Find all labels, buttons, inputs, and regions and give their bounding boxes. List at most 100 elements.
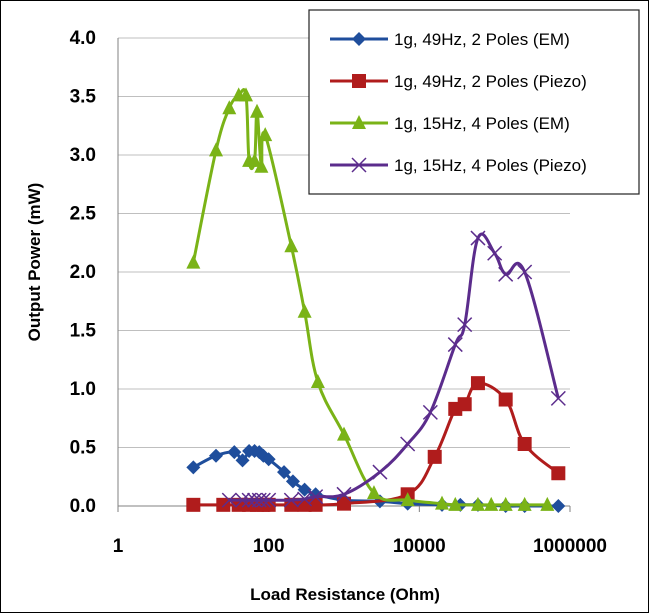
- data-point-stroke: [351, 157, 367, 173]
- data-point: [249, 103, 264, 118]
- data-point: [247, 152, 262, 167]
- data-point-stroke: [457, 317, 473, 333]
- data-point: [517, 264, 533, 280]
- data-point: [308, 489, 324, 505]
- series-layer: [186, 87, 566, 513]
- data-point: [351, 157, 367, 173]
- data-point: [337, 496, 351, 511]
- data-point: [448, 496, 463, 511]
- data-point: [484, 496, 499, 511]
- data-point: [400, 436, 416, 452]
- data-point: [235, 492, 251, 508]
- data-point: [186, 460, 201, 475]
- data-point: [457, 397, 472, 412]
- data-point-stroke: [470, 230, 486, 246]
- y-tick-label: 0.5: [70, 438, 97, 459]
- data-point: [551, 466, 566, 481]
- data-point: [498, 496, 513, 511]
- y-tick-label: 1.0: [70, 379, 96, 400]
- data-point-stroke: [400, 436, 416, 452]
- data-point: [310, 373, 325, 388]
- data-point: [216, 497, 231, 512]
- series-4: [221, 230, 566, 508]
- data-point: [427, 449, 442, 464]
- data-point: [352, 115, 366, 129]
- data-point: [255, 492, 271, 508]
- legend: 1g, 49Hz, 2 Poles (EM) 1g, 49Hz, 2 Poles …: [308, 9, 640, 195]
- y-tick-label: 2.0: [70, 262, 96, 283]
- y-tick-label: 1.5: [70, 321, 97, 342]
- data-point: [336, 486, 352, 502]
- data-point: [258, 127, 273, 142]
- y-tick-label: 2.5: [70, 204, 97, 225]
- legend-label: 1g, 49Hz, 2 Poles (EM): [394, 30, 570, 49]
- data-point-stroke: [283, 492, 299, 508]
- x-axis-title: Load Resistance (Ohm): [250, 585, 440, 604]
- data-point: [235, 453, 250, 468]
- y-tick-label: 3.0: [70, 145, 96, 166]
- data-point: [352, 74, 366, 88]
- legend-entry: 1g, 15Hz, 4 Poles (Piezo): [330, 156, 587, 175]
- data-point: [261, 452, 276, 467]
- series-line: [229, 232, 560, 502]
- legend-label: 1g, 15Hz, 4 Poles (Piezo): [394, 156, 587, 175]
- data-point-stroke: [550, 390, 566, 406]
- data-point-stroke: [297, 491, 313, 507]
- data-point: [227, 445, 242, 460]
- data-point: [498, 266, 514, 282]
- x-tick-label: 10000: [393, 536, 446, 557]
- data-point: [209, 142, 224, 157]
- data-point: [457, 317, 473, 333]
- data-point: [447, 337, 463, 353]
- data-point: [422, 404, 438, 420]
- data-point: [284, 238, 299, 253]
- data-point: [337, 426, 351, 441]
- y-axis-title: Output Power (mW): [25, 183, 44, 342]
- data-point: [209, 448, 224, 463]
- series-3: [186, 87, 555, 511]
- data-point: [297, 497, 312, 512]
- x-tick-label: 1: [113, 536, 124, 557]
- data-point: [297, 482, 312, 497]
- data-point-stroke: [308, 489, 324, 505]
- legend-entry: 1g, 15Hz, 4 Poles (EM): [330, 114, 570, 133]
- data-point: [470, 496, 485, 511]
- legend-entry: 1g, 49Hz, 2 Poles (Piezo): [330, 72, 587, 91]
- data-point: [261, 492, 277, 508]
- data-point: [487, 245, 503, 261]
- x-tick-label: 100: [253, 536, 285, 557]
- data-point: [222, 100, 237, 115]
- data-point-stroke: [487, 245, 503, 261]
- y-tick-label: 3.5: [70, 87, 97, 108]
- y-tick-labels: 0.0 0.5 1.0 1.5 2.0 2.5 3.0 3.5 4.0: [70, 28, 97, 517]
- data-point-stroke: [261, 492, 277, 508]
- data-point: [550, 390, 566, 406]
- x-tick-labels: 1 100 10000 1000000: [113, 536, 607, 557]
- data-point: [498, 392, 513, 407]
- data-point: [551, 499, 566, 513]
- y-tick-label: 4.0: [70, 28, 96, 49]
- data-point: [470, 376, 485, 391]
- data-point: [517, 496, 532, 511]
- data-point: [238, 87, 253, 102]
- data-point: [308, 497, 323, 512]
- data-point: [366, 485, 381, 500]
- data-point: [400, 492, 415, 507]
- data-point-stroke: [517, 264, 533, 280]
- data-point-stroke: [422, 404, 438, 420]
- legend-label: 1g, 49Hz, 2 Poles (Piezo): [394, 72, 587, 91]
- data-point-stroke: [447, 337, 463, 353]
- data-point: [254, 158, 269, 173]
- data-point-stroke: [372, 464, 388, 480]
- data-point: [517, 436, 532, 451]
- data-point-stroke: [255, 492, 271, 508]
- data-point: [277, 465, 292, 480]
- data-point-stroke: [336, 486, 352, 502]
- data-point: [283, 492, 299, 508]
- data-point: [372, 464, 388, 480]
- data-point: [470, 230, 486, 246]
- data-point: [352, 32, 366, 46]
- data-point-stroke: [235, 492, 251, 508]
- data-point: [186, 497, 201, 512]
